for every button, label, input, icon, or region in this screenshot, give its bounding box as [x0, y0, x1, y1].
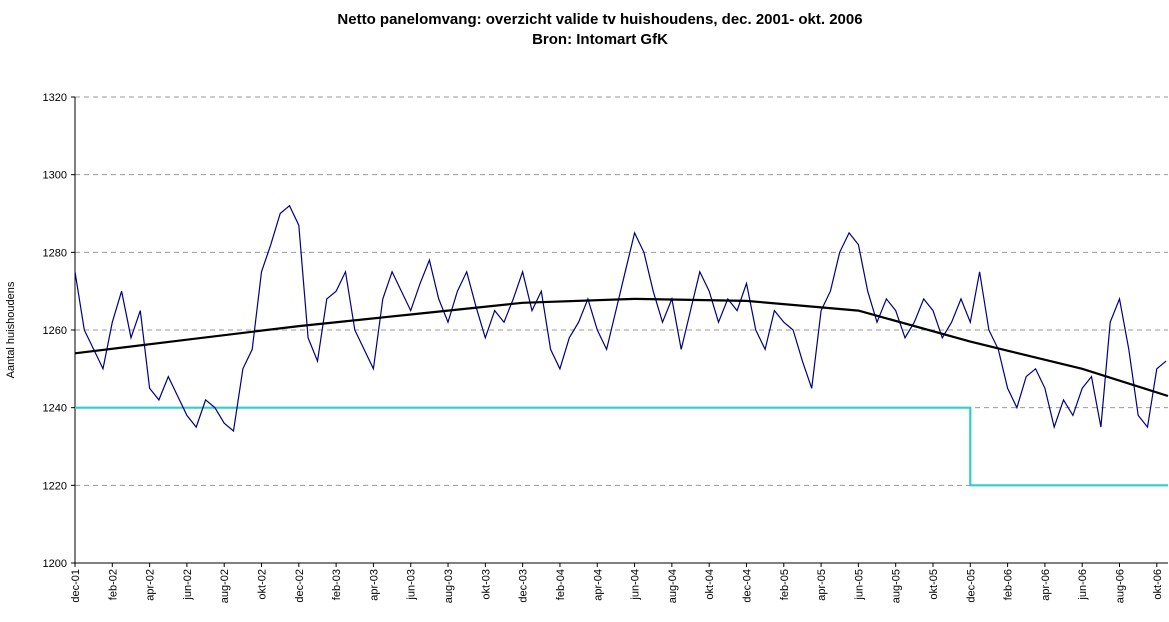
y-tick-label: 1300: [43, 170, 67, 182]
chart-subtitle: Bron: Intomart GfK: [532, 31, 668, 48]
y-tick-label: 1320: [43, 92, 67, 104]
x-tick-label: okt-06: [1152, 569, 1164, 600]
x-tick-label: aug-06: [1115, 569, 1127, 603]
y-tick-label: 1240: [43, 403, 67, 415]
y-axis-label: Aantal huishoudens: [5, 281, 17, 378]
y-tick-label: 1220: [43, 480, 67, 492]
chart-title: Netto panelomvang: overzicht valide tv h…: [337, 11, 862, 28]
x-tick-label: aug-05: [891, 569, 903, 603]
series-line: [74, 297, 1169, 398]
x-tick-label: apr-02: [145, 569, 157, 601]
x-tick-label: feb-06: [1003, 569, 1015, 600]
x-tick-label: apr-04: [592, 569, 604, 601]
x-tick-label: jun-02: [182, 569, 194, 601]
x-tick-label: feb-02: [107, 569, 119, 600]
x-tick-label: jun-04: [630, 569, 642, 601]
y-tick-label: 1280: [43, 247, 67, 259]
x-tick-label: dec-04: [741, 569, 753, 603]
x-tick-label: apr-03: [368, 569, 380, 601]
x-tick-label: aug-04: [667, 569, 679, 603]
y-tick-label: 1200: [43, 558, 67, 570]
x-tick-label: apr-05: [816, 569, 828, 601]
x-tick-label: aug-03: [443, 569, 455, 603]
x-tick-label: okt-03: [480, 569, 492, 600]
y-tick-label: 1260: [43, 325, 67, 337]
x-tick-label: jun-05: [853, 569, 865, 601]
x-tick-label: aug-02: [219, 569, 231, 603]
x-tick-label: dec-03: [518, 569, 530, 603]
x-tick-label: okt-05: [928, 569, 940, 600]
x-tick-label: feb-03: [331, 569, 343, 600]
x-tick-label: feb-04: [555, 569, 567, 600]
x-tick-label: feb-05: [779, 569, 791, 600]
x-tick-label: apr-06: [1040, 569, 1052, 601]
x-tick-label: dec-02: [294, 569, 306, 603]
x-tick-label: dec-01: [70, 569, 82, 603]
series-line: [74, 204, 1167, 433]
x-tick-label: jun-03: [406, 569, 418, 601]
series-line: [75, 406, 1168, 487]
x-tick-label: okt-02: [257, 569, 269, 600]
x-tick-label: okt-04: [704, 569, 716, 600]
x-tick-label: jun-06: [1077, 569, 1089, 601]
x-tick-label: dec-05: [965, 569, 977, 603]
